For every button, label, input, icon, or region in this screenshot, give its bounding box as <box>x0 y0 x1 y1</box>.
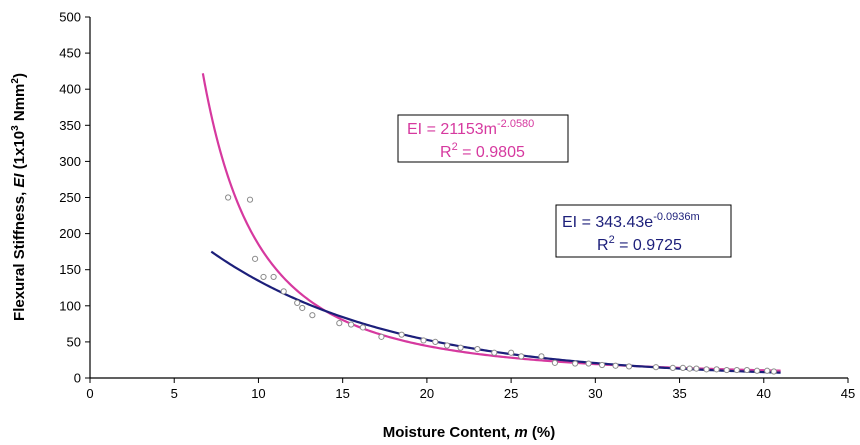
data-point <box>669 364 676 371</box>
data-point <box>246 196 254 203</box>
exponential-fit-equation: EI = 343.43e-0.0936m <box>562 211 700 231</box>
x-tick-label: 0 <box>86 386 93 401</box>
x-tick-label: 5 <box>171 386 178 401</box>
data-point <box>518 353 525 360</box>
data-point <box>538 353 545 360</box>
y-tick-label: 450 <box>59 46 81 61</box>
x-tick-label: 35 <box>672 386 686 401</box>
data-point <box>432 338 439 345</box>
data-point <box>260 273 267 281</box>
data-point <box>299 304 306 312</box>
data-point <box>703 366 710 373</box>
y-tick-label: 250 <box>59 190 81 205</box>
y-tick-label: 100 <box>59 298 81 313</box>
y-tick-label: 400 <box>59 82 81 97</box>
data-point <box>225 194 232 201</box>
power-fit-equation-box: EI = 21153m-2.0580 R2 = 0.9805 <box>397 114 569 163</box>
x-ticks: 0 5 10 15 20 25 30 35 40 45 <box>86 378 855 401</box>
x-axis-title: Moisture Content, m (%) <box>383 424 556 441</box>
x-tick-label: 40 <box>757 386 771 401</box>
power-fit-equation: EI = 21153m-2.0580 <box>407 118 534 138</box>
x-tick-label: 30 <box>588 386 602 401</box>
x-tick-label: 25 <box>504 386 518 401</box>
data-point <box>280 288 287 295</box>
y-tick-label: 300 <box>59 154 81 169</box>
data-point <box>723 366 730 374</box>
data-point <box>612 362 619 369</box>
data-point <box>251 255 259 262</box>
data-point <box>713 366 720 373</box>
data-point <box>686 365 693 372</box>
power-fit-r2: R2 = 0.9805 <box>440 141 525 161</box>
axes <box>89 17 848 379</box>
data-points <box>225 194 777 375</box>
x-tick-label: 20 <box>420 386 434 401</box>
y-axis-title: Flexural Stiffness, EI (1x103 Nmm2) <box>10 73 28 321</box>
y-tick-label: 0 <box>74 371 81 386</box>
y-tick-label: 200 <box>59 226 81 241</box>
data-point <box>378 333 385 340</box>
y-tick-label: 500 <box>59 10 81 25</box>
x-tick-label: 45 <box>841 386 855 401</box>
data-point <box>420 337 427 344</box>
data-point <box>585 360 592 367</box>
power-fit-box-frame <box>397 114 569 163</box>
data-point <box>733 366 740 374</box>
data-point <box>625 363 633 370</box>
data-point <box>474 346 481 353</box>
data-point <box>572 360 579 367</box>
data-point <box>743 366 751 374</box>
y-tick-label: 150 <box>59 262 81 277</box>
x-tick-label: 10 <box>251 386 265 401</box>
data-point <box>508 349 515 356</box>
data-point <box>457 344 464 351</box>
data-point <box>398 331 405 338</box>
y-ticks: 0 50 100 150 200 250 300 350 400 450 500 <box>59 10 90 386</box>
y-tick-label: 350 <box>59 118 81 133</box>
y-tick-label: 50 <box>67 334 81 349</box>
data-point <box>679 364 687 371</box>
data-point <box>770 368 777 375</box>
exponential-fit-equation-box: EI = 343.43e-0.0936m R2 = 0.9725 <box>555 204 732 258</box>
x-tick-label: 15 <box>335 386 349 401</box>
data-point <box>347 321 355 328</box>
data-point <box>444 342 451 349</box>
data-point <box>652 364 660 371</box>
data-point <box>294 299 301 307</box>
data-point <box>551 359 559 366</box>
data-point <box>270 273 277 281</box>
exponential-fit-box-frame <box>555 204 732 258</box>
data-point <box>359 324 366 331</box>
data-point <box>598 361 606 369</box>
data-point <box>336 320 343 327</box>
data-point <box>693 365 700 372</box>
exponential-fit-r2: R2 = 0.9725 <box>597 234 682 254</box>
data-point <box>764 367 771 374</box>
data-point <box>491 349 498 356</box>
data-point <box>309 312 316 319</box>
data-point <box>753 367 761 374</box>
